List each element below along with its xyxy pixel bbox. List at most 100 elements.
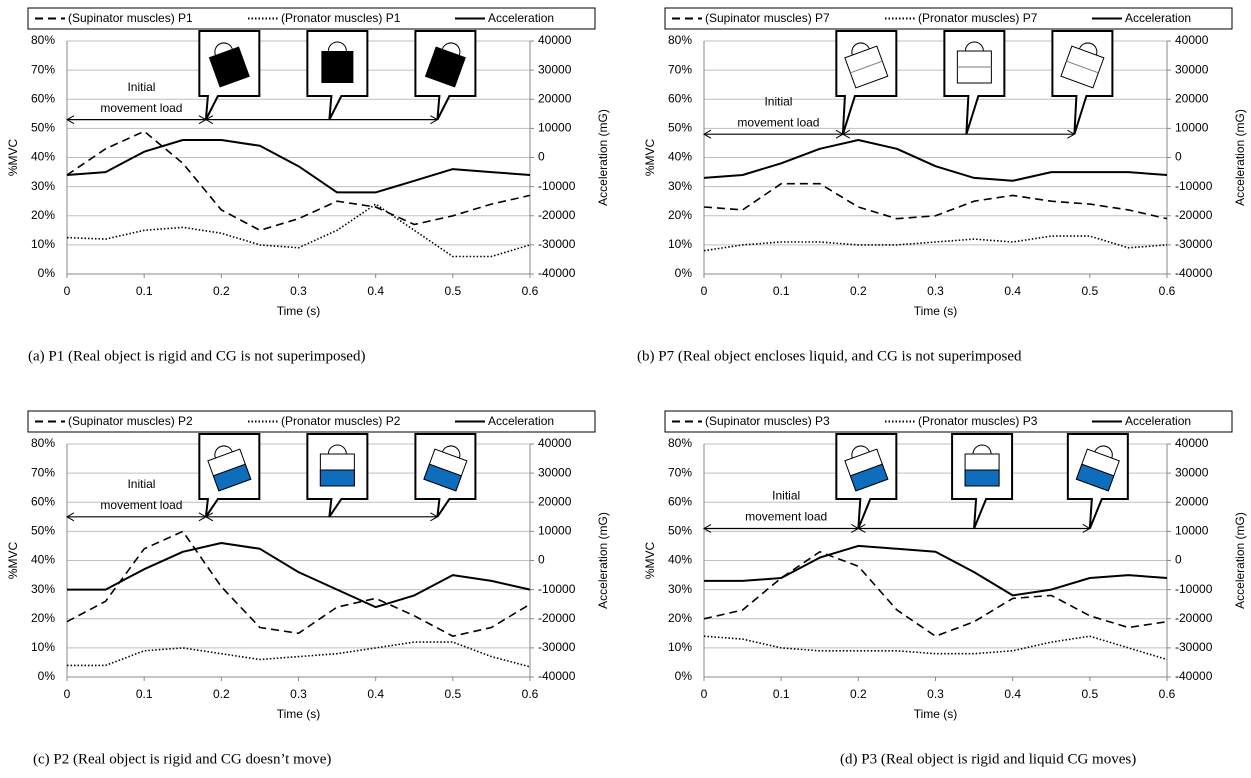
x-axis-label: Time (s) bbox=[277, 707, 321, 721]
handle bbox=[972, 444, 992, 455]
object-icon bbox=[844, 42, 889, 89]
series-line bbox=[67, 641, 531, 668]
object-icon bbox=[844, 445, 889, 492]
y-tick-label: 0% bbox=[38, 266, 56, 280]
y-tick-label: 60% bbox=[668, 91, 692, 105]
annotation: Initial bbox=[764, 94, 792, 108]
y-tick-label: 40% bbox=[668, 150, 692, 164]
x-tick-label: 0.5 bbox=[1081, 284, 1098, 298]
series-line bbox=[67, 542, 531, 609]
handle bbox=[1078, 42, 1098, 56]
y2-tick-label: -20000 bbox=[1175, 611, 1213, 625]
arrow-head bbox=[65, 115, 75, 125]
series-line bbox=[703, 182, 1168, 220]
y2-tick-label: 30000 bbox=[538, 62, 572, 76]
x-tick-label: 0 bbox=[701, 687, 708, 701]
y2-tick-label: -30000 bbox=[538, 237, 576, 251]
y2-tick-label: -40000 bbox=[1175, 669, 1213, 683]
legend-box bbox=[27, 410, 596, 433]
chart-panel: 0% 10% 20% 30% 40% 50% 60% 70% 80% -40000 -30000 -2… bbox=[637, 7, 1247, 364]
y2-tick-label: 10000 bbox=[1175, 121, 1209, 135]
y-tick-label: 80% bbox=[668, 33, 692, 47]
arrow-head bbox=[702, 129, 712, 139]
y-tick-label: 10% bbox=[31, 640, 55, 654]
y-tick-label: 0% bbox=[675, 669, 693, 683]
x-tick-label: 0.5 bbox=[444, 687, 461, 701]
annotation: movement load bbox=[737, 115, 819, 129]
y-tick-label: 80% bbox=[31, 33, 55, 47]
x-tick-label: 0.3 bbox=[927, 687, 944, 701]
y-tick-label: 60% bbox=[31, 494, 55, 508]
x-tick-label: 0.1 bbox=[136, 284, 153, 298]
y-tick-label: 40% bbox=[31, 553, 55, 567]
x-tick-label: 0.6 bbox=[1159, 284, 1176, 298]
x-tick-label: 0 bbox=[64, 687, 71, 701]
series-line bbox=[66, 139, 531, 194]
y-tick-label: 80% bbox=[668, 436, 692, 450]
y2-tick-label: 30000 bbox=[1175, 62, 1209, 76]
y-tick-label: 20% bbox=[31, 611, 55, 625]
legend-label: (Pronator muscles) P2 bbox=[281, 414, 401, 428]
y2-tick-label: 20000 bbox=[538, 494, 572, 508]
x-tick-label: 0.3 bbox=[290, 284, 307, 298]
object-icon bbox=[319, 444, 355, 487]
y-tick-label: 60% bbox=[31, 91, 55, 105]
y-tick-label: 50% bbox=[31, 524, 55, 538]
liquid bbox=[849, 463, 889, 492]
legend-label: (Pronator muscles) P7 bbox=[918, 11, 1038, 25]
object-icon bbox=[321, 41, 354, 83]
y-tick-label: 30% bbox=[668, 179, 692, 193]
y2-tick-label: 20000 bbox=[538, 91, 572, 105]
legend-box bbox=[27, 7, 596, 30]
y-tick-label: 80% bbox=[31, 436, 55, 450]
x-tick-label: 0.4 bbox=[1004, 284, 1021, 298]
chart-panel: 0% 10% 20% 30% 40% 50% 60% 70% 80% -40000 -30000 -2… bbox=[6, 7, 610, 364]
arrow-head bbox=[65, 512, 75, 522]
series-line bbox=[66, 130, 531, 232]
y-tick-label: 40% bbox=[668, 553, 692, 567]
handle bbox=[214, 42, 233, 56]
annotation: Initial bbox=[127, 80, 155, 94]
handle bbox=[851, 445, 870, 459]
series-line bbox=[703, 139, 1168, 182]
handle bbox=[441, 445, 461, 459]
y2-tick-label: 40000 bbox=[538, 436, 572, 450]
y2-tick-label: -10000 bbox=[538, 179, 576, 193]
y-tick-label: 70% bbox=[668, 62, 692, 76]
box bbox=[208, 46, 250, 88]
legend-label: Acceleration bbox=[488, 11, 554, 25]
box bbox=[321, 51, 354, 83]
caption: (a) P1 (Real object is rigid and CG is n… bbox=[28, 348, 365, 364]
caption: (d) P3 (Real object is rigid and liquid … bbox=[840, 751, 1136, 767]
x-tick-label: 0.1 bbox=[773, 284, 790, 298]
legend-label: Acceleration bbox=[1125, 11, 1191, 25]
series-line bbox=[703, 635, 1168, 661]
y-tick-label: 10% bbox=[31, 237, 55, 251]
legend-box bbox=[664, 7, 1233, 30]
y2-tick-label: -40000 bbox=[1175, 266, 1213, 280]
series-line bbox=[704, 544, 1168, 597]
annotation: Initial bbox=[772, 489, 800, 503]
y-axis-label: %MVC bbox=[643, 542, 657, 580]
legend-label: (Supinator muscles) P7 bbox=[705, 11, 830, 25]
y-axis-label: %MVC bbox=[6, 542, 20, 580]
y2-tick-label: 0 bbox=[1175, 150, 1182, 164]
caption: (b) P7 (Real object encloses liquid, and… bbox=[637, 348, 1022, 364]
series-line bbox=[703, 235, 1168, 252]
object-icon bbox=[208, 42, 250, 88]
x-tick-label: 0.2 bbox=[850, 687, 867, 701]
y2-tick-label: -10000 bbox=[1175, 582, 1213, 596]
y-tick-label: 30% bbox=[31, 179, 55, 193]
arrow-head bbox=[702, 524, 712, 533]
y2-tick-label: 10000 bbox=[1175, 524, 1209, 538]
y2-tick-label: -10000 bbox=[538, 582, 576, 596]
y2-tick-label: -30000 bbox=[1175, 237, 1213, 251]
y2-tick-label: 40000 bbox=[538, 33, 572, 47]
level bbox=[850, 60, 883, 74]
legend-label: (Supinator muscles) P2 bbox=[68, 414, 193, 428]
y-tick-label: 20% bbox=[31, 208, 55, 222]
x-axis-label: Time (s) bbox=[914, 707, 958, 721]
y-axis-label: %MVC bbox=[643, 139, 657, 177]
y2-tick-label: -30000 bbox=[1175, 640, 1213, 654]
